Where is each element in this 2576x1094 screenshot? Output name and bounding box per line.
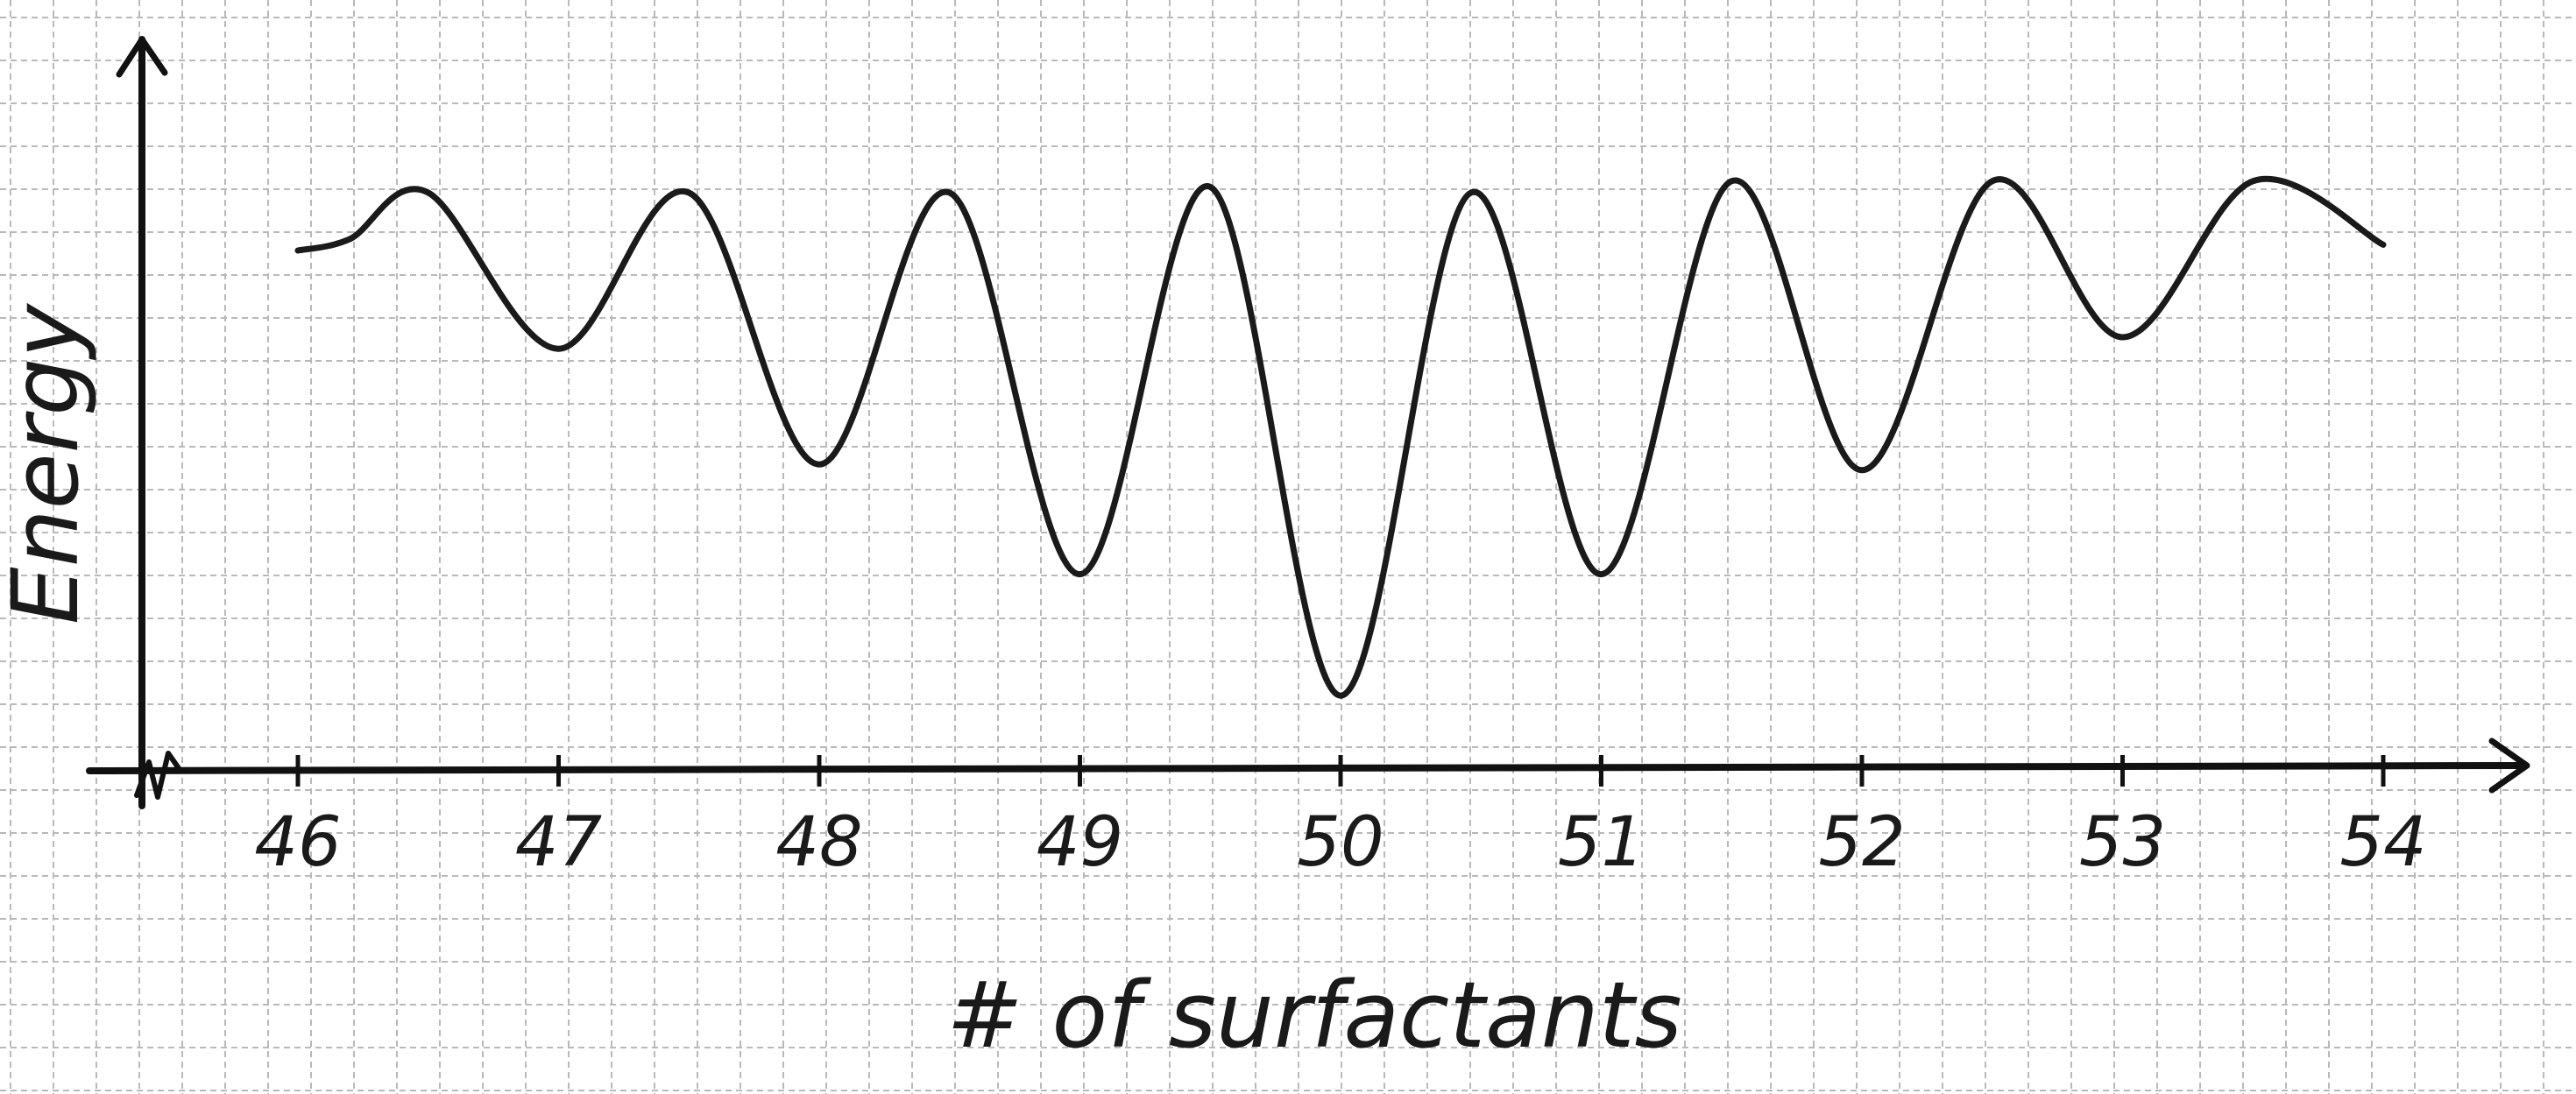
x-axis-tick-labels: 46 47 48 49 50 51 52 53 54 — [254, 803, 2426, 882]
x-axis-line — [89, 766, 2523, 771]
x-tick-label: 53 — [2079, 803, 2166, 882]
x-tick-label: 48 — [775, 803, 862, 882]
y-axis-title: Energy — [0, 303, 99, 625]
x-tick-label: 52 — [1818, 803, 1905, 882]
x-tick-label: 49 — [1037, 803, 1123, 882]
x-tick-label: 47 — [515, 803, 602, 882]
x-tick-label: 51 — [1558, 803, 1645, 882]
x-tick-label: 54 — [2339, 803, 2426, 882]
x-axis-title: # of surfactants — [946, 962, 1681, 1069]
x-tick-label: 50 — [1297, 803, 1384, 882]
x-tick-label: 46 — [254, 803, 341, 882]
